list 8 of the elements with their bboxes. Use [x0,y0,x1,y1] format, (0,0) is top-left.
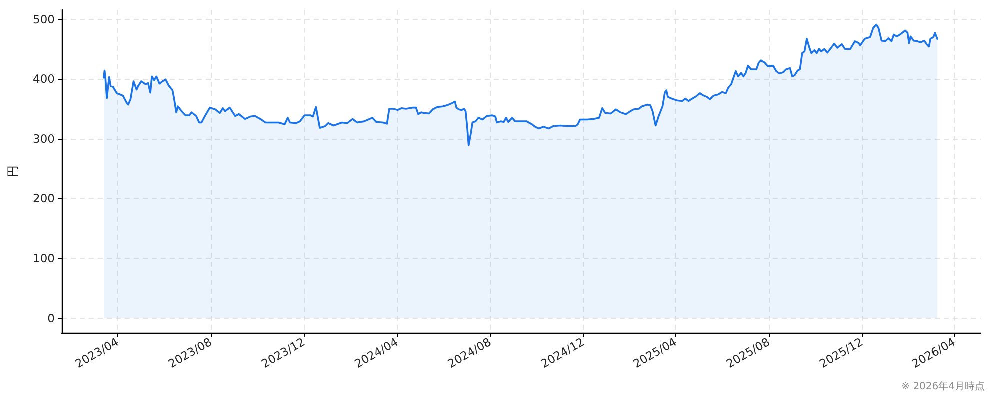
text: ※ 2026年4月時点 [902,380,986,392]
y-tick-label: 100 [33,252,55,266]
y-tick-label: 400 [33,72,55,86]
y-tick-label: 200 [33,192,55,206]
y-tick-label: 0 [48,311,55,326]
y-tick-label: 500 [33,12,55,26]
y-axis-title: 円 [6,166,20,178]
y-tick-label: 300 [33,132,55,146]
